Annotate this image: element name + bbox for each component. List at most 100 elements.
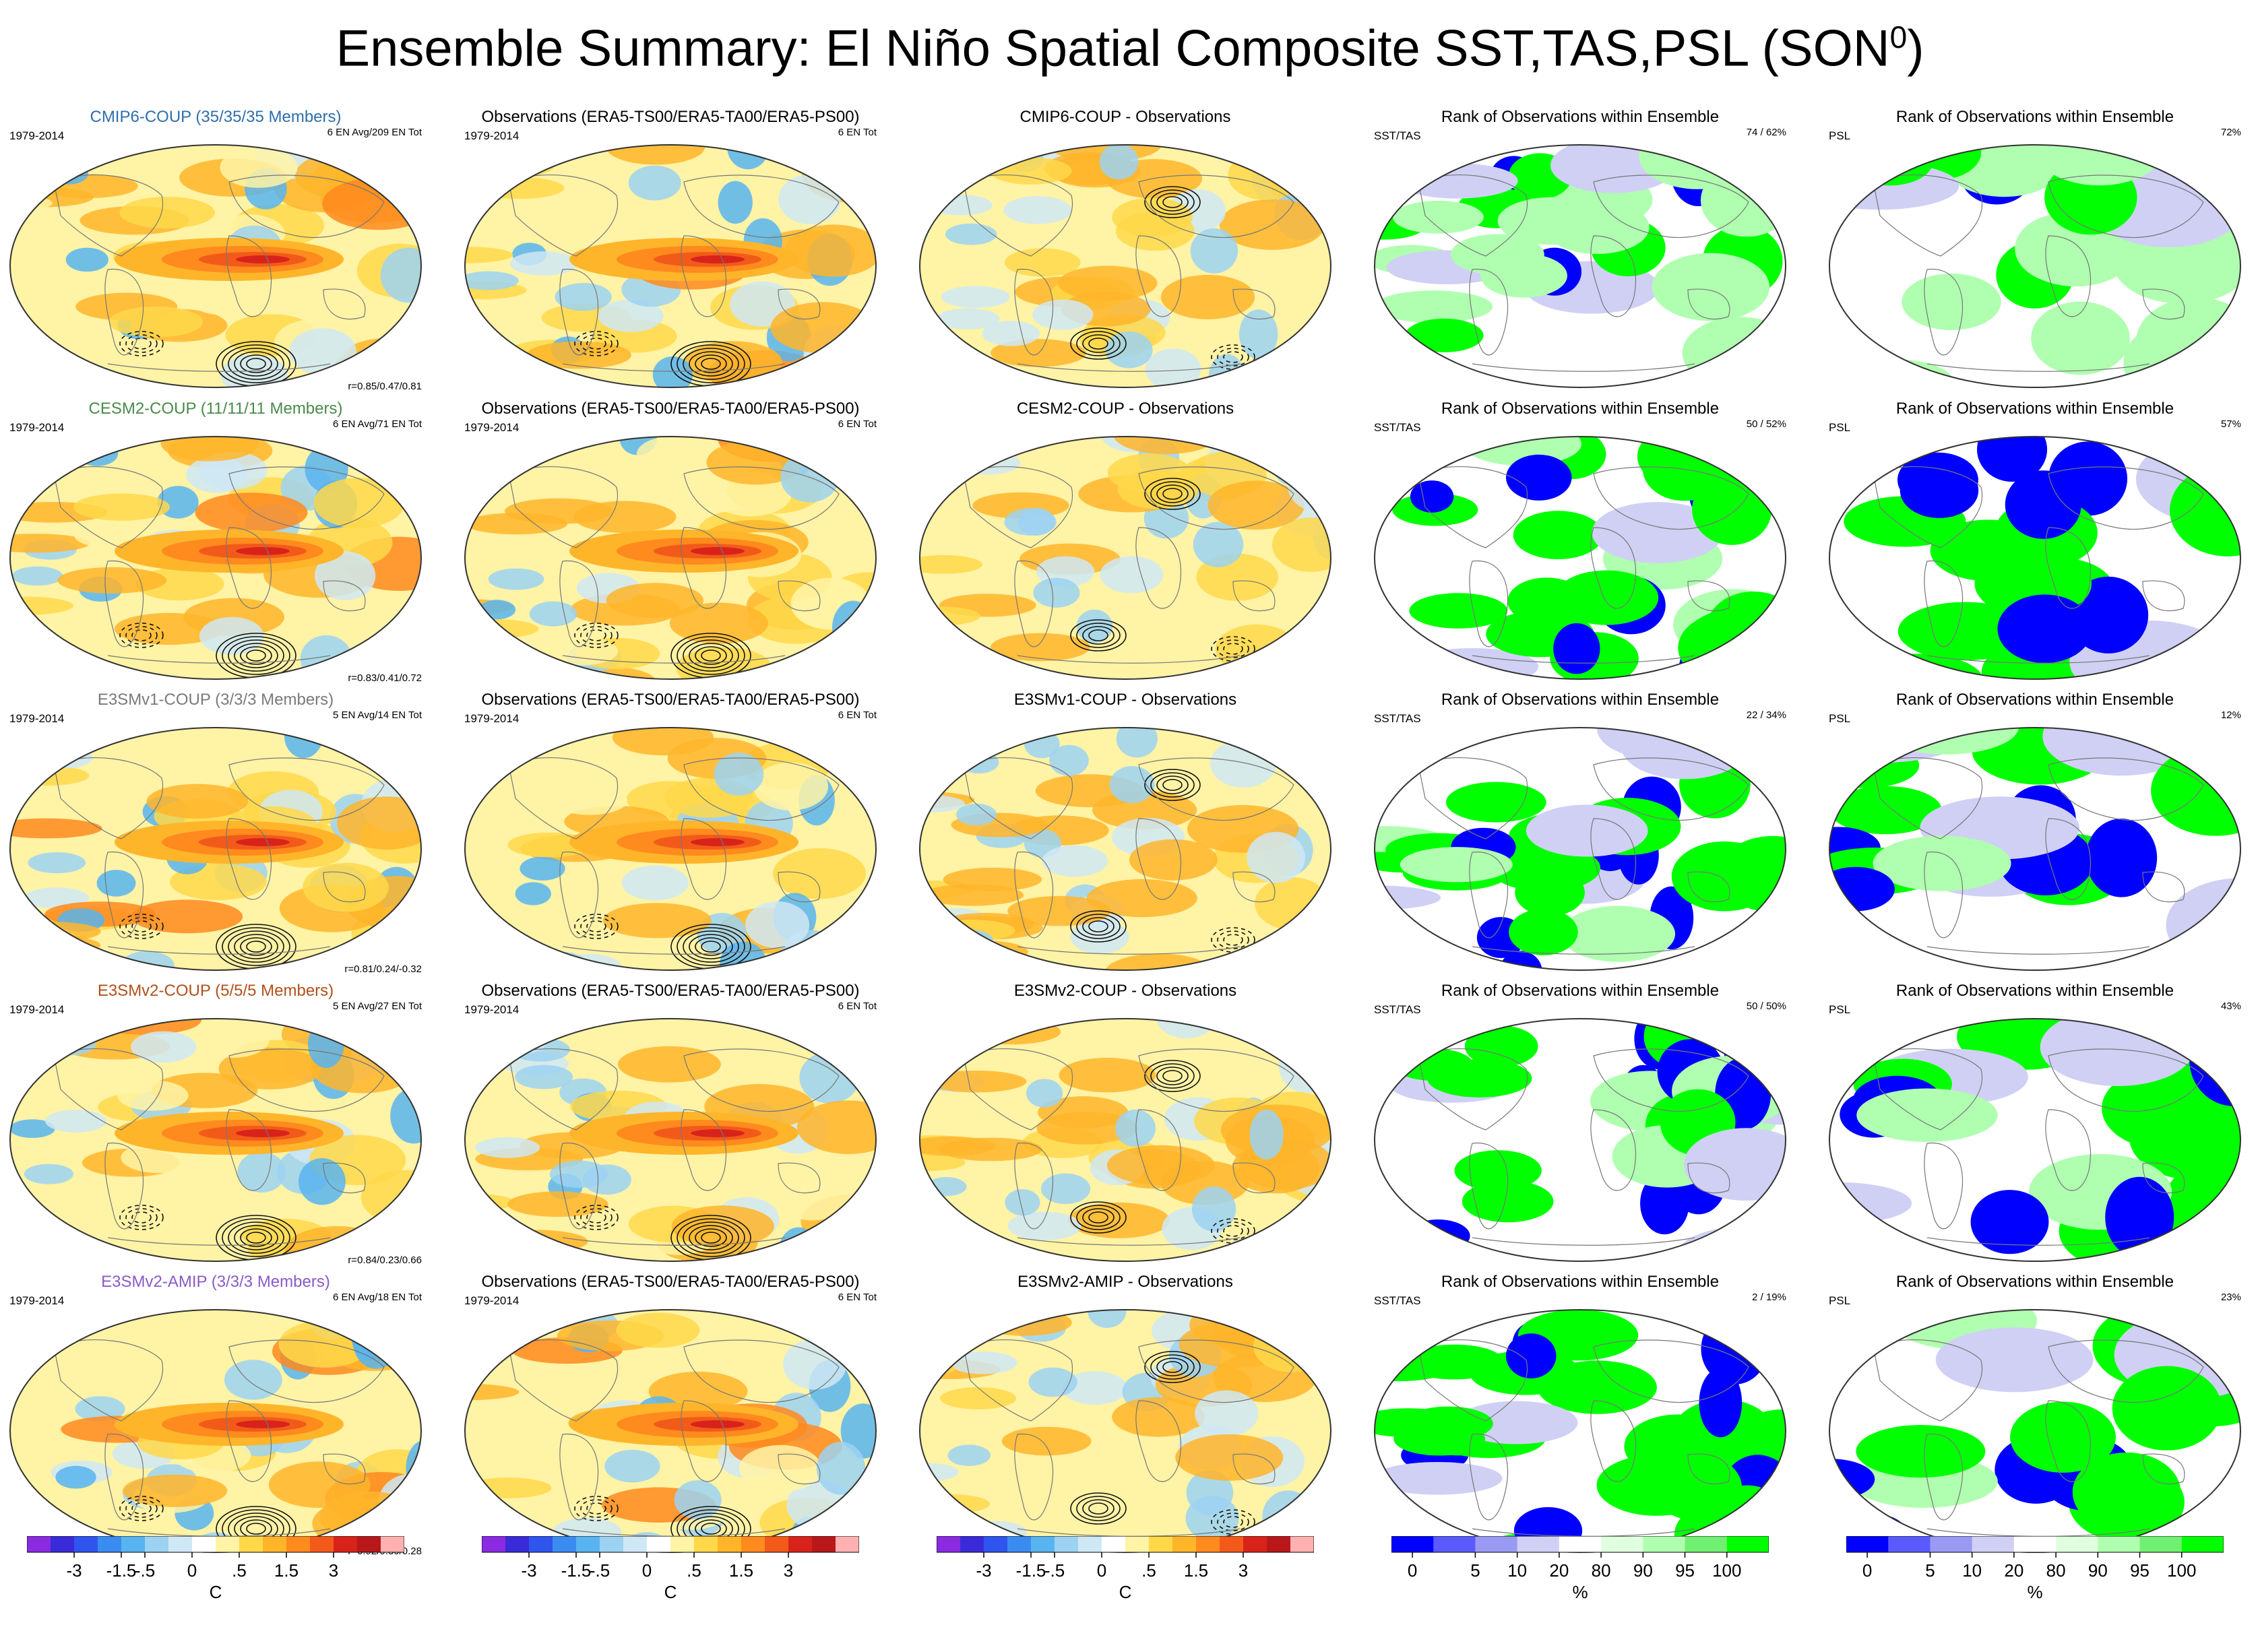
- colorbar-swatch: [1243, 1536, 1267, 1552]
- colorbar-swatch: [2098, 1536, 2141, 1552]
- rank-title: Rank of Observations within Ensemble: [1441, 691, 1720, 709]
- colorbar-swatch: [1517, 1536, 1560, 1552]
- obs-panel: Observations (ERA5-TS00/ERA5-TA00/ERA5-P…: [455, 400, 886, 691]
- temperature-colorbar: -3 -1.5 -.5 0 .5 1.5 3 C: [937, 1536, 1314, 1610]
- model-panel: CMIP6-COUP (35/35/35 Members) 1979-2014 6 …: [0, 108, 431, 399]
- years-label: 1979-2014: [9, 712, 65, 725]
- colorbar-unit: C: [210, 1582, 222, 1602]
- colorbar-swatch: [1078, 1536, 1102, 1552]
- psl-label: PSL: [1829, 1294, 1851, 1307]
- colorbar-tick-label: 10: [1507, 1560, 1527, 1581]
- rank-sst-percent: 2 / 19%: [1752, 1292, 1786, 1303]
- difference-map: [916, 433, 1334, 682]
- colorbar-swatch: [984, 1536, 1008, 1552]
- colorbar-swatch: [600, 1536, 624, 1552]
- colorbar-tick-label: 5: [1470, 1560, 1480, 1581]
- colorbar-swatch: [2139, 1536, 2183, 1552]
- years-label: 1979-2014: [9, 1294, 65, 1307]
- rank-sst-percent: 22 / 34%: [1746, 709, 1786, 721]
- colorbar-tick-label: 80: [2046, 1560, 2066, 1581]
- rank-colorbar: 0 5 10 20 80 90 95 100%: [1846, 1536, 2224, 1610]
- colorbar-swatch: [98, 1536, 122, 1552]
- ensemble-stats: 5 EN Avg/27 EN Tot: [332, 1000, 422, 1012]
- colorbar-tick-label: 0: [1408, 1560, 1417, 1581]
- colorbar-tick-label: 0: [1097, 1560, 1106, 1581]
- colorbar-swatch: [121, 1536, 146, 1552]
- colorbar-swatch: [960, 1536, 984, 1552]
- colorbar-swatch: [1196, 1536, 1220, 1552]
- model-title: CESM2-COUP (11/11/11 Members): [88, 400, 343, 418]
- psl-label: PSL: [1829, 712, 1851, 725]
- colorbar-tick-label: 0: [187, 1560, 197, 1581]
- model-title: E3SMv1-COUP (3/3/3 Members): [97, 691, 334, 709]
- rank-sst-percent: 50 / 50%: [1746, 1000, 1786, 1012]
- colorbar-tick-label: -3: [976, 1560, 991, 1581]
- obs-stats: 6 EN Tot: [838, 1000, 877, 1012]
- colorbar-tick-label: 0: [642, 1560, 652, 1581]
- pattern-correlation: r=0.83/0.41/0.72: [348, 672, 422, 684]
- colorbar-swatch: [1007, 1536, 1032, 1552]
- colorbar-swatch: [1102, 1536, 1126, 1552]
- rank-sst-panel: Rank of Observations within Ensemble SST/…: [1364, 691, 1796, 982]
- rank-sst-map: [1371, 433, 1789, 682]
- rank-psl-percent: 12%: [2220, 709, 2241, 721]
- rank-sst-percent: 74 / 62%: [1746, 127, 1786, 138]
- colorbar-tick-label: 3: [784, 1560, 793, 1581]
- difference-map: [916, 1015, 1334, 1265]
- model-composite-map: [7, 1015, 425, 1265]
- rank-colorbar: 0 5 10 20 80 90 95 100%: [1391, 1536, 1769, 1610]
- colorbar-tick-label: -1.5: [561, 1560, 592, 1581]
- colorbar-swatch: [263, 1536, 287, 1552]
- diff-panel: E3SMv1-COUP - Observations: [910, 691, 1341, 982]
- diff-panel: CESM2-COUP - Observations: [910, 400, 1341, 691]
- colorbar-swatch: [168, 1536, 193, 1552]
- colorbar-tick-label: .5: [1141, 1560, 1156, 1581]
- colorbar-tick-label: 1.5: [274, 1560, 299, 1581]
- obs-title: Observations (ERA5-TS00/ERA5-TA00/ERA5-P…: [481, 400, 860, 418]
- colorbar-swatch: [74, 1536, 98, 1552]
- model-composite-map: [7, 724, 425, 974]
- colorbar-swatch: [812, 1536, 836, 1552]
- diff-panel: E3SMv2-COUP - Observations: [910, 982, 1341, 1273]
- years-label: 1979-2014: [464, 1003, 520, 1016]
- rank-psl-map: [1826, 141, 2244, 391]
- obs-composite-map: [462, 1306, 879, 1556]
- colorbar-swatch: [1846, 1536, 1889, 1552]
- colorbar-swatch: [788, 1536, 813, 1552]
- model-panel: E3SMv1-COUP (3/3/3 Members) 1979-2014 5 EN…: [0, 691, 431, 982]
- rank-psl-percent: 57%: [2220, 418, 2241, 430]
- colorbar-swatch: [553, 1536, 577, 1552]
- colorbar-tick-label: 80: [1592, 1560, 1611, 1581]
- colorbar-tick-label: 90: [2088, 1560, 2108, 1581]
- rank-sst-percent: 50 / 52%: [1746, 418, 1786, 430]
- obs-stats: 6 EN Tot: [838, 127, 877, 138]
- colorbar-tick-label: 3: [329, 1560, 338, 1581]
- ensemble-stats: 5 EN Avg/14 EN Tot: [332, 709, 422, 721]
- pattern-correlation: r=0.84/0.23/0.66: [348, 1254, 422, 1266]
- colorbar-tick-label: .5: [232, 1560, 247, 1581]
- ensemble-stats: 6 EN Avg/18 EN Tot: [332, 1292, 422, 1303]
- colorbar-swatch: [1433, 1536, 1476, 1552]
- obs-composite-map: [462, 141, 879, 391]
- rank-title: Rank of Observations within Ensemble: [1441, 400, 1720, 418]
- colorbar-swatch: [1172, 1536, 1197, 1552]
- colorbar-swatch: [647, 1536, 671, 1552]
- rank-title: Rank of Observations within Ensemble: [1895, 108, 2174, 126]
- pattern-correlation: r=0.81/0.24/-0.32: [344, 963, 422, 975]
- rank-sst-panel: Rank of Observations within Ensemble SST/…: [1364, 400, 1796, 691]
- obs-title: Observations (ERA5-TS00/ERA5-TA00/ERA5-P…: [481, 1273, 860, 1291]
- colorbar-tick-label: -1.5: [1016, 1560, 1046, 1581]
- ensemble-stats: 6 EN Avg/209 EN Tot: [327, 127, 422, 138]
- psl-label: PSL: [1829, 1003, 1851, 1016]
- colorbar-unit: C: [1119, 1582, 1132, 1602]
- colorbar-swatch: [1125, 1536, 1150, 1552]
- colorbar-swatch: [1601, 1536, 1643, 1552]
- colorbar-swatch: [2013, 1536, 2057, 1552]
- years-label: 1979-2014: [464, 712, 520, 725]
- rank-psl-map: [1826, 1015, 2244, 1265]
- model-title: E3SMv2-COUP (5/5/5 Members): [97, 982, 334, 1000]
- colorbar-swatch: [1559, 1536, 1602, 1552]
- years-label: 1979-2014: [464, 1294, 520, 1307]
- sst-tas-label: SST/TAS: [1374, 712, 1421, 725]
- colorbar-swatch: [765, 1536, 789, 1552]
